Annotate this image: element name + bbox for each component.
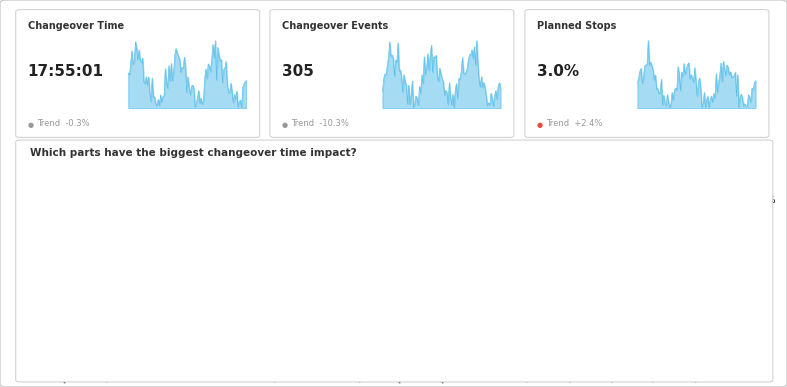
Bar (534, 281, 562, 354)
Text: Which parts have the biggest changeover time impact?: Which parts have the biggest changeover … (30, 148, 357, 158)
Text: Trend  -10.3%: Trend -10.3% (291, 120, 349, 128)
Bar (156, 239, 183, 354)
Text: Trend  -0.3%: Trend -0.3% (37, 120, 90, 128)
Legend: Duration, Cumulative Percent: Duration, Cumulative Percent (306, 158, 496, 175)
Bar (198, 241, 225, 354)
Text: Planned Stops: Planned Stops (537, 21, 616, 31)
Text: 17:55:01: 17:55:01 (28, 63, 104, 79)
Text: Changeover Events: Changeover Events (282, 21, 388, 31)
Bar (493, 269, 519, 354)
Bar (366, 247, 394, 354)
Bar (408, 265, 436, 354)
Text: ●: ● (537, 122, 543, 128)
Text: 305: 305 (282, 63, 314, 79)
Bar (660, 304, 688, 354)
Text: ●: ● (282, 122, 288, 128)
Bar (324, 243, 352, 354)
Bar (577, 282, 604, 354)
Bar (283, 242, 309, 354)
Bar (240, 241, 268, 354)
Text: Trend  +2.4%: Trend +2.4% (546, 120, 603, 128)
Text: 3.0%: 3.0% (537, 63, 579, 79)
Text: Changeover Time: Changeover Time (28, 21, 124, 31)
Bar (114, 221, 142, 354)
Bar (619, 291, 646, 354)
Bar (450, 269, 478, 354)
Text: ●: ● (28, 122, 34, 128)
Bar (72, 199, 99, 354)
Bar (703, 310, 730, 354)
